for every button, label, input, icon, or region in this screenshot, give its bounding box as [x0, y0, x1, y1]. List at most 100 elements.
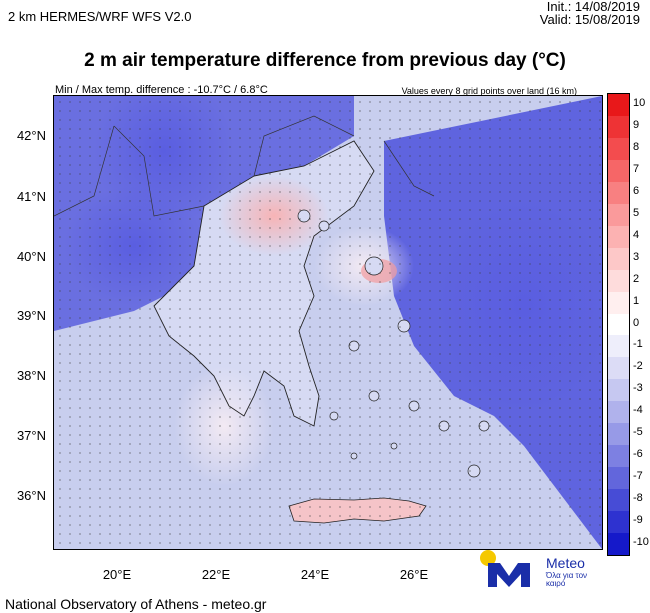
grid-dot [169, 488, 171, 490]
grid-dot [329, 524, 331, 526]
grid-dot [259, 182, 261, 184]
grid-dot [209, 434, 211, 436]
grid-dot [399, 497, 401, 499]
grid-dot [289, 236, 291, 238]
grid-dot [239, 326, 241, 328]
grid-dot [399, 434, 401, 436]
grid-dot [469, 182, 471, 184]
grid-dot [169, 515, 171, 517]
grid-dot [409, 290, 411, 292]
grid-dot [69, 434, 71, 436]
grid-dot [239, 524, 241, 526]
grid-dot [69, 425, 71, 427]
grid-dot [289, 263, 291, 265]
grid-dot [499, 236, 501, 238]
grid-dot [279, 353, 281, 355]
grid-dot [369, 182, 371, 184]
grid-dot [599, 110, 601, 112]
grid-dot [409, 137, 411, 139]
grid-dot [259, 191, 261, 193]
grid-dot [139, 533, 141, 535]
grid-dot [569, 362, 571, 364]
grid-dot [479, 272, 481, 274]
grid-dot [459, 389, 461, 391]
grid-dot [419, 227, 421, 229]
grid-dot [589, 263, 591, 265]
grid-dot [89, 389, 91, 391]
lat-label-40: 40°N [16, 249, 46, 264]
grid-dot [449, 146, 451, 148]
grid-dot [179, 524, 181, 526]
grid-dot [269, 317, 271, 319]
grid-dot [199, 353, 201, 355]
grid-dot [589, 434, 591, 436]
grid-dot [159, 407, 161, 409]
grid-dot [309, 443, 311, 445]
grid-dot [289, 524, 291, 526]
grid-dot [409, 524, 411, 526]
grid-dot [499, 245, 501, 247]
grid-dot [69, 110, 71, 112]
grid-dot [109, 200, 111, 202]
grid-dot [109, 488, 111, 490]
grid-dot [79, 191, 81, 193]
grid-dot [159, 146, 161, 148]
grid-dot [169, 263, 171, 265]
grid-dot [209, 137, 211, 139]
grid-dot [569, 245, 571, 247]
colorbar-cell [608, 225, 629, 249]
grid-dot [499, 416, 501, 418]
grid-dot [399, 200, 401, 202]
colorbar-label: -7 [633, 470, 643, 483]
grid-dot [429, 515, 431, 517]
grid-dot [429, 371, 431, 373]
grid-dot [239, 245, 241, 247]
grid-dot [349, 398, 351, 400]
grid-dot [539, 371, 541, 373]
lat-label-42: 42°N [16, 128, 46, 143]
grid-dot [479, 263, 481, 265]
grid-dot [209, 416, 211, 418]
grid-dot [289, 173, 291, 175]
grid-dot [139, 479, 141, 481]
grid-dot [339, 164, 341, 166]
grid-dot [69, 533, 71, 535]
grid-dot [419, 479, 421, 481]
grid-dot [99, 371, 101, 373]
grid-dot [569, 299, 571, 301]
grid-dot [409, 146, 411, 148]
grid-dot [199, 479, 201, 481]
grid-dot [399, 416, 401, 418]
grid-dot [289, 101, 291, 103]
grid-dot [499, 353, 501, 355]
grid-dot [149, 470, 151, 472]
grid-dot [489, 119, 491, 121]
grid-dot [319, 434, 321, 436]
grid-dot [539, 506, 541, 508]
grid-dot [599, 173, 601, 175]
grid-dot [499, 425, 501, 427]
grid-dot [589, 119, 591, 121]
grid-dot [469, 443, 471, 445]
grid-dot [139, 173, 141, 175]
grid-dot [299, 371, 301, 373]
grid-dot [569, 524, 571, 526]
grid-dot [109, 209, 111, 211]
grid-dot [139, 488, 141, 490]
grid-dot [289, 371, 291, 373]
grid-dot [289, 155, 291, 157]
grid-dot [319, 389, 321, 391]
grid-dot [599, 146, 601, 148]
grid-dot [579, 353, 581, 355]
grid-dot [319, 263, 321, 265]
grid-dot [579, 119, 581, 121]
grid-dot [149, 101, 151, 103]
grid-dot [309, 344, 311, 346]
grid-dot [549, 281, 551, 283]
grid-dot [229, 470, 231, 472]
grid-dot [139, 407, 141, 409]
grid-dot [519, 398, 521, 400]
grid-dot [309, 407, 311, 409]
grid-dot [59, 380, 61, 382]
colorbar-label: 0 [633, 316, 640, 329]
